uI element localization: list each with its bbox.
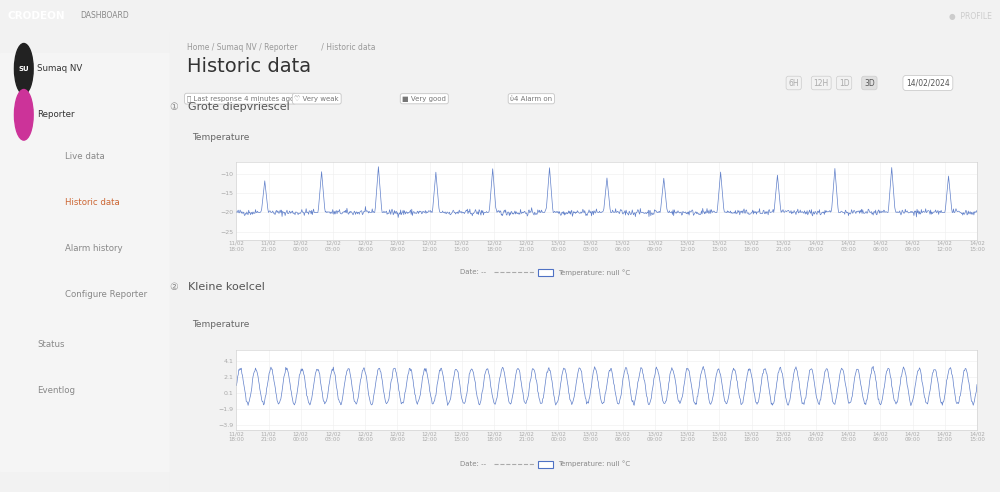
Text: ●  PROFILE: ● PROFILE: [949, 11, 992, 21]
Text: Eventlog: Eventlog: [37, 386, 75, 395]
Text: Sumaq NV: Sumaq NV: [37, 64, 83, 73]
Text: ②: ②: [169, 282, 178, 292]
Circle shape: [14, 43, 33, 94]
Text: Reporter: Reporter: [37, 110, 75, 119]
Text: ὑ4 Alarm on: ὑ4 Alarm on: [510, 96, 552, 102]
Text: Temperature: null °C: Temperature: null °C: [558, 461, 630, 467]
Text: ♡ Very weak: ♡ Very weak: [294, 95, 339, 102]
Text: ⌛ Last response 4 minutes ago: ⌛ Last response 4 minutes ago: [187, 95, 294, 102]
Text: Date: --: Date: --: [460, 461, 486, 467]
Text: ■ Very good: ■ Very good: [402, 96, 446, 102]
Text: Date: --: Date: --: [460, 269, 486, 275]
Text: 3D: 3D: [864, 79, 875, 88]
Text: Status: Status: [37, 340, 65, 349]
Text: 12H: 12H: [814, 79, 829, 88]
Text: Temperature: null °C: Temperature: null °C: [558, 269, 630, 276]
Text: 6H: 6H: [788, 79, 799, 88]
Text: DASHBOARD: DASHBOARD: [80, 11, 129, 21]
Text: Historic data: Historic data: [65, 198, 119, 207]
Text: Historic data: Historic data: [187, 57, 311, 76]
Text: Kleine koelcel: Kleine koelcel: [188, 282, 265, 292]
Text: Configure Reporter: Configure Reporter: [65, 290, 147, 299]
Text: Temperature: Temperature: [192, 320, 249, 329]
Text: ①: ①: [169, 102, 178, 112]
Text: Temperature: Temperature: [192, 133, 249, 142]
Text: Live data: Live data: [65, 152, 104, 161]
FancyBboxPatch shape: [538, 269, 553, 276]
Text: Grote diepvriescel: Grote diepvriescel: [188, 102, 290, 112]
Text: Alarm history: Alarm history: [65, 244, 122, 253]
Text: Home / Sumaq NV / Reporter          / Historic data: Home / Sumaq NV / Reporter / Historic da…: [187, 43, 375, 52]
FancyBboxPatch shape: [538, 461, 553, 468]
Text: SU: SU: [18, 66, 29, 72]
Text: 1D: 1D: [839, 79, 849, 88]
Circle shape: [14, 90, 33, 140]
Text: CRODEON: CRODEON: [8, 11, 66, 21]
Text: 14/02/2024: 14/02/2024: [906, 79, 950, 88]
